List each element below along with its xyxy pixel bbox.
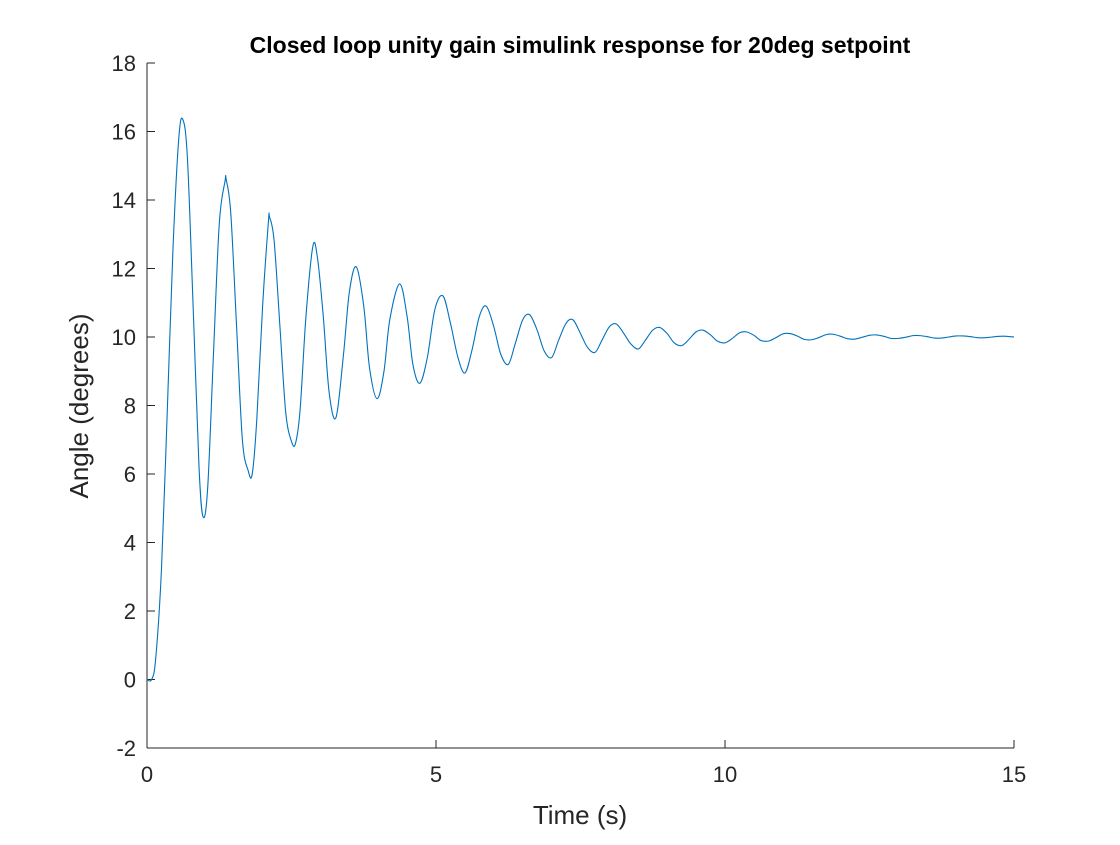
y-tick-label: 14 <box>112 188 136 213</box>
y-tick-label: 2 <box>124 599 136 624</box>
x-tick-label: 0 <box>141 762 153 787</box>
x-axis-label: Time (s) <box>533 800 627 830</box>
chart-title: Closed loop unity gain simulink response… <box>250 32 911 58</box>
axes <box>146 63 1014 749</box>
series-line-0 <box>146 117 1015 682</box>
y-tick-label: 6 <box>124 462 136 487</box>
y-tick-label: 10 <box>112 325 136 350</box>
x-tick-label: 15 <box>1002 762 1026 787</box>
y-tick-label: 16 <box>112 120 136 145</box>
y-tick-label: 18 <box>112 51 136 76</box>
y-tick-label: -2 <box>116 736 136 761</box>
y-tick-label: 4 <box>124 531 136 556</box>
y-tick-label: 8 <box>124 394 136 419</box>
y-tick-label: 12 <box>112 257 136 282</box>
x-tick-label: 5 <box>430 762 442 787</box>
x-tick-label: 10 <box>713 762 737 787</box>
y-tick-label: 0 <box>124 668 136 693</box>
y-axis-label: Angle (degrees) <box>64 314 94 499</box>
plot-area <box>146 117 1015 682</box>
